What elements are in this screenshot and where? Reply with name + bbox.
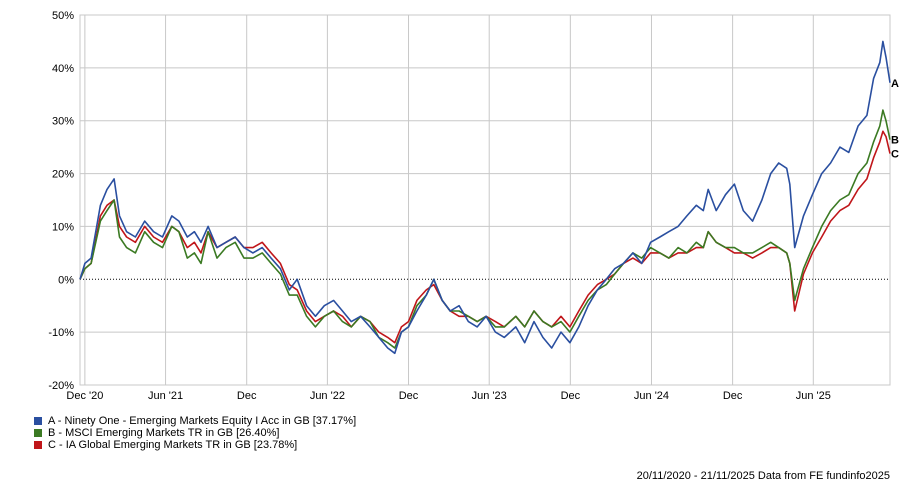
series-end-label-b: B <box>891 135 899 147</box>
series-line-a <box>79 40 891 355</box>
series-line-b <box>79 109 891 349</box>
gridlines <box>79 14 891 386</box>
series-end-label-c: C <box>891 149 899 161</box>
legend-swatch-a <box>34 417 42 425</box>
legend-label-c: C - IA Global Emerging Markets TR in GB … <box>48 439 298 451</box>
x-tick-label: Jun '22 <box>310 390 345 402</box>
x-tick-label: Jun '25 <box>796 390 831 402</box>
legend-item-b: B - MSCI Emerging Markets TR in GB [26.4… <box>34 427 356 439</box>
y-tick-label: 50% <box>52 10 74 22</box>
y-tick-label: 40% <box>52 63 74 75</box>
series-lines <box>79 40 891 355</box>
legend-label-a: A - Ninety One - Emerging Markets Equity… <box>48 415 357 427</box>
legend-swatch-b <box>34 429 42 437</box>
plot-frame <box>79 14 891 386</box>
y-tick-label: -20% <box>48 380 74 392</box>
series-line-c <box>79 130 891 344</box>
line-chart: 50% 40% 30% 20% 10% 0% -10% -20% Dec '20 Jun '21… <box>48 10 899 402</box>
y-tick-label: 20% <box>52 169 74 181</box>
x-tick-label: Jun '24 <box>634 390 669 402</box>
y-axis-ticks: 50% 40% 30% 20% 10% 0% -10% -20% <box>48 10 74 392</box>
legend-swatch-c <box>34 441 42 449</box>
x-tick-label: Dec <box>723 390 743 402</box>
y-tick-label: 10% <box>52 221 74 233</box>
x-tick-label: Dec <box>399 390 419 402</box>
x-tick-label: Dec <box>561 390 581 402</box>
legend: A - Ninety One - Emerging Markets Equity… <box>34 415 356 451</box>
series-end-labels: A BC <box>891 78 899 161</box>
series-end-label-a: A <box>891 78 899 90</box>
legend-label-b: B - MSCI Emerging Markets TR in GB [26.4… <box>48 427 280 439</box>
x-tick-label: Dec '20 <box>66 390 103 402</box>
legend-item-a: A - Ninety One - Emerging Markets Equity… <box>34 415 356 427</box>
x-tick-label: Jun '23 <box>472 390 507 402</box>
data-source-footer: 20/11/2020 - 21/11/2025 Data from FE fun… <box>636 470 890 482</box>
x-tick-label: Dec <box>237 390 257 402</box>
y-tick-label: -10% <box>48 327 74 339</box>
legend-item-c: C - IA Global Emerging Markets TR in GB … <box>34 439 356 451</box>
x-tick-label: Jun '21 <box>148 390 183 402</box>
y-tick-label: 0% <box>58 274 74 286</box>
y-tick-label: 30% <box>52 116 74 128</box>
x-axis-ticks: Dec '20 Jun '21 Dec Jun '22 Dec Jun '23 Dec Jun… <box>66 390 830 402</box>
